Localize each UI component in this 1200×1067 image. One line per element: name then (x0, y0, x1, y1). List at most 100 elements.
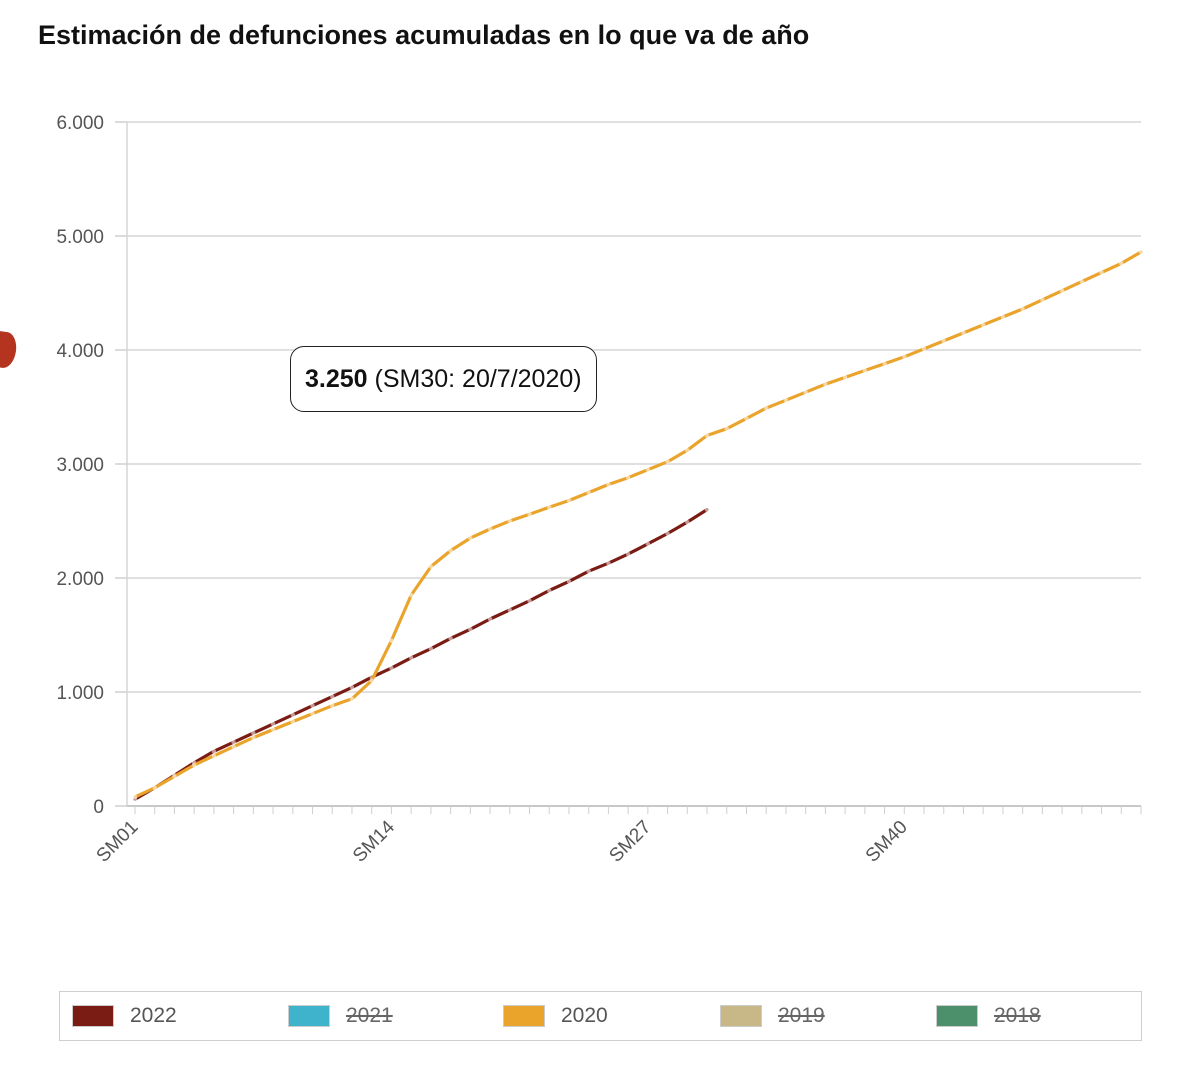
data-point-2020 (1040, 297, 1045, 303)
legend-item-2019[interactable]: 2019 (720, 992, 825, 1039)
data-point-2020 (408, 592, 414, 598)
data-point-2022 (468, 627, 473, 632)
data-point-2022 (685, 519, 690, 525)
tooltip-value: 3.250 (305, 365, 368, 393)
legend-item-2022[interactable]: 2022 (72, 992, 177, 1039)
data-point-2020 (842, 375, 848, 380)
data-point-2020 (211, 753, 217, 759)
data-point-2020 (369, 678, 374, 683)
data-point-2020 (468, 535, 473, 541)
data-point-2020 (428, 564, 434, 569)
data-point-2020 (349, 696, 355, 702)
data-point-2020 (547, 505, 552, 510)
grid-lines (127, 121, 1141, 807)
data-point-2022 (310, 703, 315, 708)
data-point-2022 (625, 551, 631, 557)
data-point-2020 (487, 526, 493, 532)
data-point-2020 (191, 762, 197, 768)
series-line-2022 (133, 508, 709, 801)
data-point-2022 (389, 665, 394, 671)
data-point-2020 (586, 490, 591, 495)
data-point-2022 (645, 541, 651, 546)
data-point-2020 (1099, 270, 1104, 275)
data-point-2020 (665, 459, 670, 464)
data-point-2020 (132, 794, 138, 800)
legend-item-2018[interactable]: 2018 (936, 992, 1041, 1039)
data-point-2020 (823, 382, 828, 387)
y-tick-label: 3.000 (56, 455, 104, 476)
data-point-2022 (507, 607, 512, 613)
data-point-2022 (330, 694, 335, 699)
legend-swatch-2022 (72, 1004, 114, 1027)
data-point-2020 (507, 518, 512, 524)
data-point-2020 (1059, 288, 1065, 293)
data-point-2020 (980, 322, 986, 328)
data-point-2020 (704, 433, 710, 438)
data-point-2022 (487, 616, 493, 622)
y-tick-label: 5.000 (56, 227, 104, 248)
y-axis: 0 1.000 2.000 3.000 4.000 5.000 6.000 (56, 113, 128, 818)
line-chart[interactable]: 0 1.000 2.000 3.000 4.000 5.000 6.000 SM01 SM14… (0, 0, 1200, 960)
data-point-2020 (448, 548, 453, 553)
data-point-2020 (1079, 279, 1085, 284)
data-point-2022 (665, 531, 670, 536)
chart-legend: 2022 2021 2020 2019 2018 (59, 991, 1142, 1041)
data-point-2022 (428, 646, 434, 651)
data-point-2022 (290, 712, 296, 717)
data-point-2022 (408, 655, 414, 660)
data-point-2020 (290, 719, 296, 724)
data-point-2022 (606, 560, 611, 566)
data-point-2022 (586, 568, 591, 574)
data-point-2020 (310, 711, 315, 716)
data-point-2022 (704, 507, 710, 512)
data-point-2020 (566, 498, 572, 503)
legend-swatch-2019 (720, 1004, 762, 1027)
data-point-2020 (882, 361, 887, 366)
data-point-2020 (527, 511, 532, 517)
data-point-2020 (902, 354, 907, 360)
data-point-2020 (1000, 314, 1006, 320)
chart-tooltip: 3.250 (SM30: 20/7/2020) (290, 346, 597, 412)
data-point-2022 (270, 721, 276, 727)
data-point-2020 (152, 785, 157, 790)
data-point-2022 (566, 579, 572, 584)
y-tick-label: 2.000 (56, 569, 104, 590)
x-tick-label: SM40 (862, 817, 912, 867)
x-tick-label: SM27 (605, 817, 655, 867)
series-layer (132, 249, 1144, 802)
data-point-2020 (645, 467, 651, 472)
data-point-2020 (330, 703, 335, 708)
legend-swatch-2018 (936, 1004, 978, 1027)
data-point-2022 (448, 636, 453, 641)
data-point-2020 (1020, 306, 1025, 312)
data-point-2020 (941, 338, 946, 344)
x-tick-label: SM01 (93, 817, 143, 867)
data-point-2020 (231, 744, 236, 749)
legend-label-2022: 2022 (130, 1003, 177, 1027)
legend-label-2021: 2021 (346, 1003, 393, 1027)
data-point-2020 (961, 330, 966, 336)
data-point-2022 (231, 739, 236, 745)
y-tick-label: 4.000 (56, 341, 104, 362)
data-point-2020 (862, 368, 868, 373)
series-line-2020 (133, 250, 1143, 799)
legend-swatch-2020 (503, 1004, 545, 1027)
data-point-2020 (744, 416, 749, 421)
data-point-2020 (921, 346, 927, 352)
data-point-2022 (251, 730, 256, 736)
legend-item-2020[interactable]: 2020 (503, 992, 608, 1039)
data-point-2020 (724, 426, 729, 431)
legend-swatch-2021 (288, 1004, 330, 1027)
y-tick-label: 6.000 (56, 113, 104, 134)
data-point-2020 (172, 774, 177, 779)
legend-label-2018: 2018 (994, 1003, 1041, 1027)
data-point-2022 (547, 588, 552, 593)
data-point-2020 (685, 448, 690, 453)
legend-item-2021[interactable]: 2021 (288, 992, 393, 1039)
data-point-2020 (764, 405, 769, 411)
data-point-2022 (349, 685, 355, 690)
data-point-2022 (527, 598, 532, 603)
data-point-2020 (1138, 249, 1144, 255)
x-axis: SM01 SM14 SM27 SM40 (93, 805, 1142, 867)
data-point-2020 (803, 389, 808, 395)
